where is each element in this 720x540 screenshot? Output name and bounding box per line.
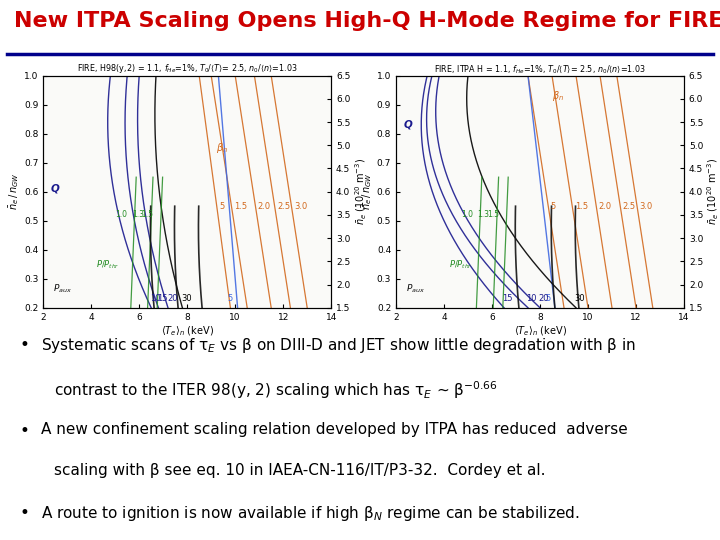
Text: •: •: [20, 422, 30, 440]
Text: scaling with β see eq. 10 in IAEA-CN-116/IT/P3-32.  Cordey et al.: scaling with β see eq. 10 in IAEA-CN-116…: [55, 463, 546, 478]
Text: 5: 5: [545, 294, 550, 303]
Y-axis label: $\bar{n}_e\,/\,n_{GW}$: $\bar{n}_e\,/\,n_{GW}$: [7, 173, 21, 211]
Text: contrast to the ITER 98(y, 2) scaling which has τ$_E$ ~ β$^{-0.66}$: contrast to the ITER 98(y, 2) scaling wh…: [55, 379, 498, 401]
Text: $\beta_n$: $\beta_n$: [552, 89, 564, 103]
Text: 3.0: 3.0: [294, 202, 307, 211]
Y-axis label: $\bar{n}_e$ (10$^{20}$ m$^{-3}$): $\bar{n}_e$ (10$^{20}$ m$^{-3}$): [706, 158, 720, 225]
Text: Q: Q: [50, 184, 59, 194]
Text: A new confinement scaling relation developed by ITPA has reduced  adverse: A new confinement scaling relation devel…: [41, 422, 628, 437]
Text: Systematic scans of τ$_E$ vs β on DIII-D and JET show little degradation with β : Systematic scans of τ$_E$ vs β on DIII-D…: [41, 336, 636, 355]
Text: $\beta_n$: $\beta_n$: [216, 141, 228, 155]
Text: $P/P_{thr}$: $P/P_{thr}$: [96, 258, 120, 271]
Text: 5: 5: [551, 202, 556, 211]
Text: $P_{aux}$: $P_{aux}$: [53, 283, 72, 295]
Y-axis label: $\bar{n}_e\,/\,n_{GW}$: $\bar{n}_e\,/\,n_{GW}$: [360, 173, 374, 211]
Title: FIRE, H98(y,2) = 1.1, $f_{He}$=1%, $T_0$/$\langle T\rangle$= 2.5, $n_0$/$\langle: FIRE, H98(y,2) = 1.1, $f_{He}$=1%, $T_0$…: [77, 63, 297, 76]
Text: 20: 20: [538, 294, 549, 303]
Title: FIRE, ITPA H = 1.1, $f_{He}$=1%, $T_0$/$\langle T\rangle$= 2.5, $n_0$/$\langle n: FIRE, ITPA H = 1.1, $f_{He}$=1%, $T_0$/$…: [434, 63, 646, 75]
Text: 1.0: 1.0: [115, 211, 127, 219]
Text: 15: 15: [502, 294, 513, 303]
Text: $P_{aux}$: $P_{aux}$: [405, 283, 425, 295]
Text: 10: 10: [150, 294, 161, 303]
Text: A route to ignition is now available if high β$_N$ regime can be stabilized.: A route to ignition is now available if …: [41, 504, 580, 523]
Text: •: •: [20, 504, 30, 522]
Text: New ITPA Scaling Opens High-Q H-Mode Regime for FIRE: New ITPA Scaling Opens High-Q H-Mode Reg…: [14, 11, 720, 31]
Text: 1.5: 1.5: [487, 211, 499, 219]
Text: 2.0: 2.0: [258, 202, 271, 211]
Text: 1.5: 1.5: [234, 202, 247, 211]
Text: 30: 30: [574, 294, 585, 303]
X-axis label: $\langle T_e\rangle_n$ (keV): $\langle T_e\rangle_n$ (keV): [513, 325, 567, 338]
Text: 2.0: 2.0: [598, 202, 612, 211]
Y-axis label: $\bar{n}_e$ (10$^{20}$ m$^{-3}$): $\bar{n}_e$ (10$^{20}$ m$^{-3}$): [354, 158, 369, 225]
Text: 2.5: 2.5: [277, 202, 290, 211]
Text: 10: 10: [526, 294, 536, 303]
Text: 5: 5: [228, 294, 233, 303]
Text: 30: 30: [181, 294, 192, 303]
Text: 3.0: 3.0: [639, 202, 653, 211]
X-axis label: $\langle T_e\rangle_n$ (keV): $\langle T_e\rangle_n$ (keV): [161, 325, 214, 338]
Text: 1.3: 1.3: [132, 211, 144, 219]
Text: 1.5: 1.5: [575, 202, 588, 211]
Text: 2.5: 2.5: [623, 202, 636, 211]
Text: 5: 5: [219, 202, 225, 211]
Text: •: •: [20, 336, 30, 354]
Text: Q: Q: [403, 120, 412, 130]
Text: $P/P_{thr}$: $P/P_{thr}$: [449, 258, 472, 271]
Text: 1.3: 1.3: [477, 211, 490, 219]
Text: 15: 15: [158, 294, 168, 303]
Text: 20: 20: [167, 294, 178, 303]
Text: 1.5: 1.5: [142, 211, 153, 219]
Text: 1.0: 1.0: [461, 211, 473, 219]
